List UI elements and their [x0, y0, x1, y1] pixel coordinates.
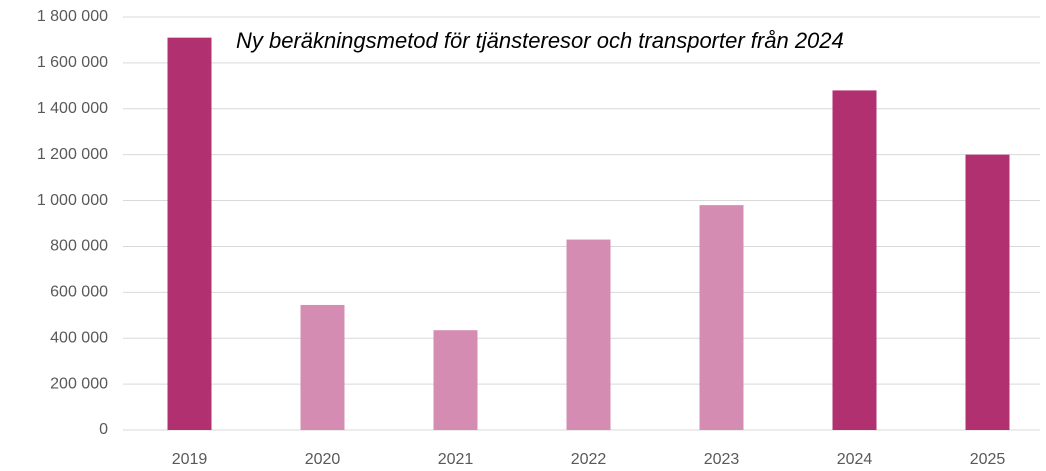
x-tick-label: 2022	[571, 451, 607, 468]
y-tick-label: 0	[99, 421, 108, 438]
x-tick-label: 2020	[305, 451, 341, 468]
x-tick-label: 2019	[172, 451, 208, 468]
y-tick-label: 1 400 000	[37, 100, 108, 117]
y-tick-label: 200 000	[50, 375, 108, 392]
y-tick-label: 400 000	[50, 329, 108, 346]
bar	[433, 330, 478, 430]
y-tick-label: 1 600 000	[37, 54, 108, 71]
x-tick-label: 2023	[704, 451, 740, 468]
annotation: Ny beräkningsmetod för tjänsteresor och …	[236, 28, 844, 53]
y-tick-label: 1 800 000	[37, 8, 108, 25]
y-tick-label: 800 000	[50, 238, 108, 255]
x-tick-label: 2021	[438, 451, 474, 468]
y-tick-label: 1 000 000	[37, 192, 108, 209]
x-tick-label: 2024	[837, 451, 873, 468]
bar	[699, 205, 744, 430]
bar	[832, 90, 877, 430]
bar	[300, 304, 345, 430]
y-tick-label: 600 000	[50, 284, 108, 301]
x-tick-label: 2025	[970, 451, 1006, 468]
bar	[167, 37, 212, 431]
bar	[965, 154, 1010, 430]
bar	[566, 239, 611, 430]
y-tick-label: 1 200 000	[37, 146, 108, 163]
